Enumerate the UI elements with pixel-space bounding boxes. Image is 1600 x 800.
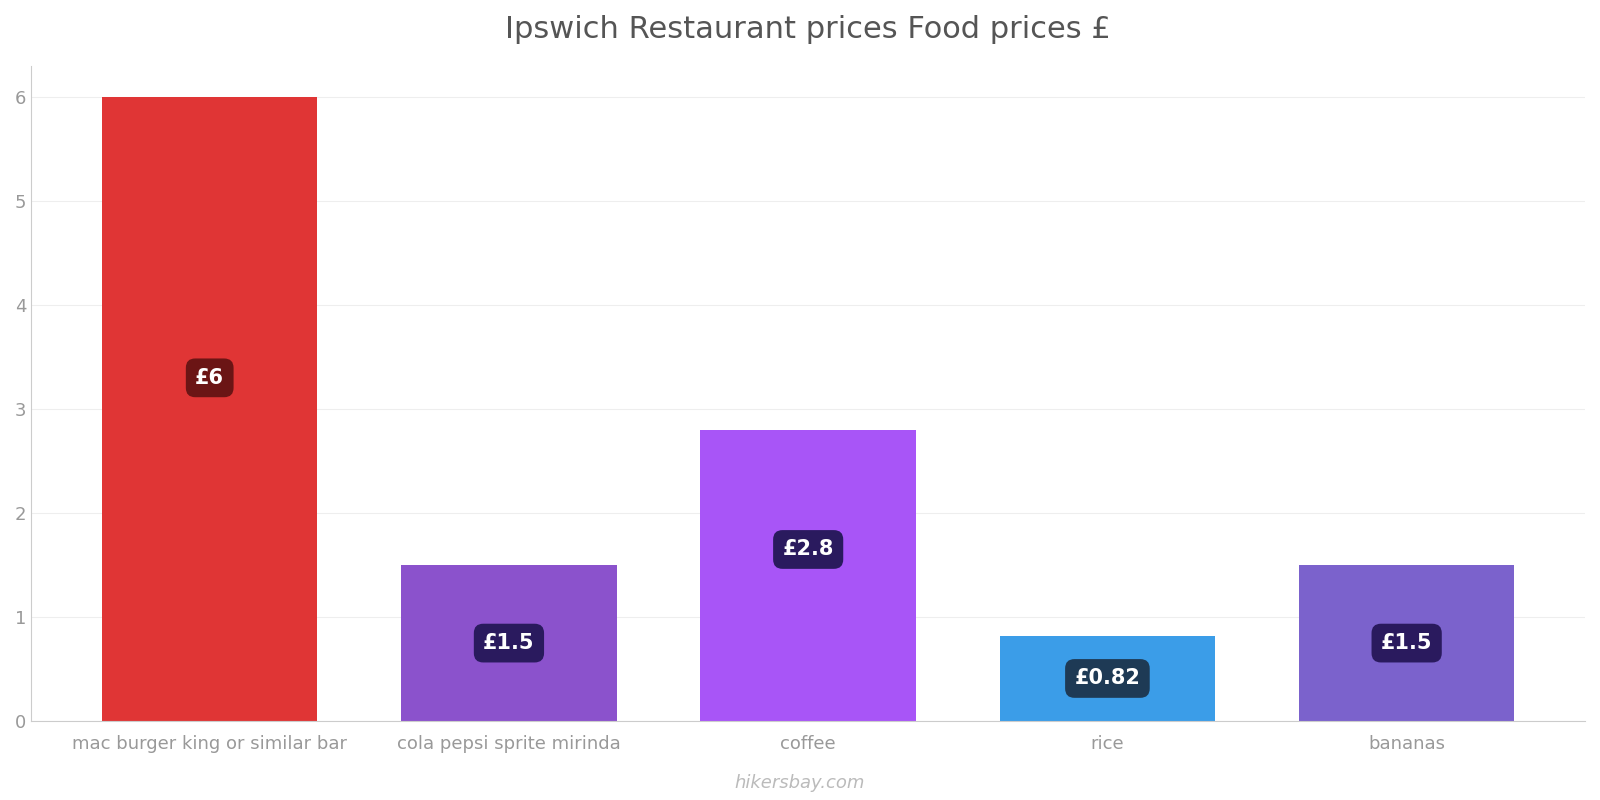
Text: hikersbay.com: hikersbay.com	[734, 774, 866, 792]
Bar	[402, 565, 616, 721]
Bar	[102, 97, 317, 721]
Bar	[1299, 565, 1514, 721]
Text: £1.5: £1.5	[483, 633, 534, 653]
Text: £6: £6	[195, 368, 224, 388]
Text: £0.82: £0.82	[1075, 669, 1141, 689]
Text: £1.5: £1.5	[1381, 633, 1432, 653]
Bar	[1000, 636, 1214, 721]
Title: Ipswich Restaurant prices Food prices £: Ipswich Restaurant prices Food prices £	[506, 15, 1110, 44]
Bar	[701, 430, 915, 721]
Text: £2.8: £2.8	[782, 539, 834, 559]
